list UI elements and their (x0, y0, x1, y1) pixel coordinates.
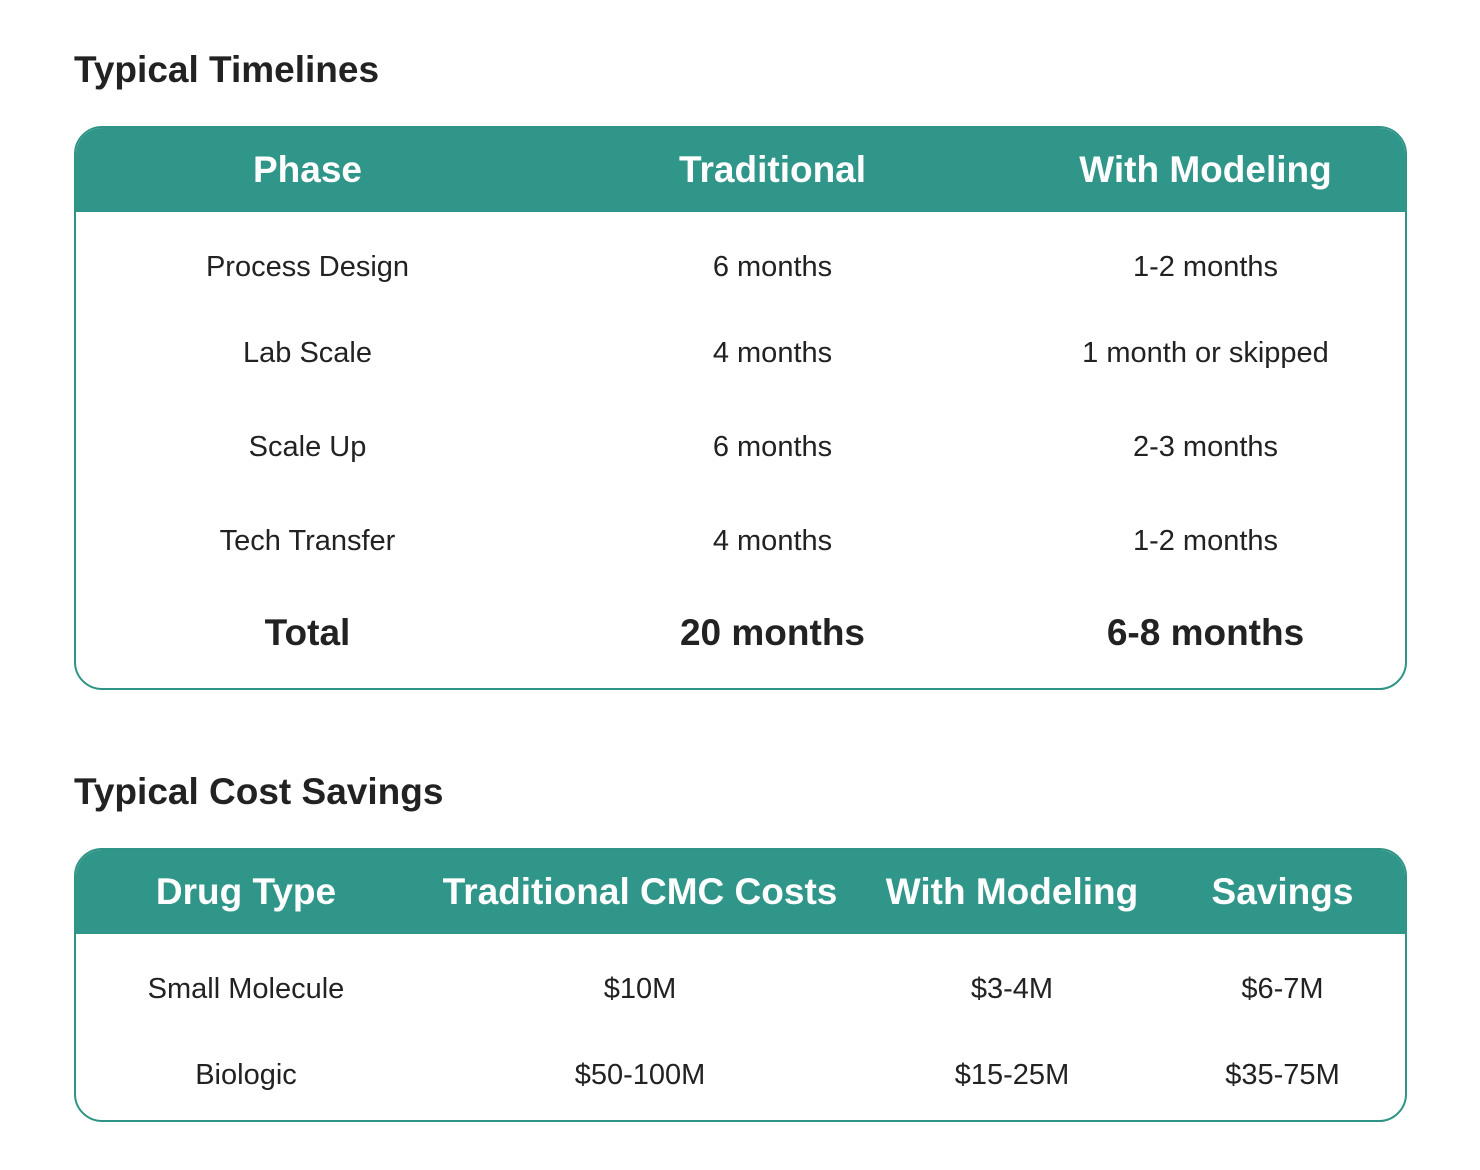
cost-savings-table: Drug Type Traditional CMC Costs With Mod… (76, 850, 1405, 1120)
column-header-drug-type: Drug Type (155, 871, 337, 912)
cost-savings-table-card: Drug Type Traditional CMC Costs With Mod… (74, 848, 1407, 1122)
column-header-phase: Phase (252, 149, 362, 190)
traditional-cost-cell: $10M (603, 972, 677, 1005)
traditional-cost-cell: $50-100M (574, 1058, 706, 1091)
column-header-traditional-cmc-costs: Traditional CMC Costs (442, 871, 838, 912)
drug-type-cell: Small Molecule (147, 972, 345, 1005)
table-row: Lab Scale 4 months 1 month or skipped (76, 306, 1405, 400)
with-modeling-cell: 2-3 months (1132, 430, 1279, 463)
total-row: Total 20 months 6-8 months (76, 588, 1405, 688)
column-header-with-modeling: With Modeling (1079, 149, 1332, 190)
with-modeling-cell: 1 month or skipped (1082, 336, 1329, 369)
phase-cell: Tech Transfer (219, 524, 396, 557)
timelines-title: Typical Timelines (74, 49, 380, 90)
traditional-cell: 4 months (712, 336, 833, 369)
phase-cell: Scale Up (248, 430, 367, 463)
column-header-traditional: Traditional (678, 149, 867, 190)
cost-savings-title: Typical Cost Savings (74, 771, 444, 812)
column-header-savings: Savings (1211, 871, 1354, 912)
table-row: Small Molecule $10M $3-4M $6-7M (76, 934, 1405, 1028)
with-modeling-cell: 1-2 months (1132, 524, 1279, 557)
total-traditional-cell: 20 months (679, 612, 866, 653)
traditional-cell: 6 months (712, 250, 833, 283)
timelines-table: Phase Traditional With Modeling Process … (76, 128, 1405, 688)
traditional-cell: 4 months (712, 524, 833, 557)
phase-cell: Process Design (205, 250, 410, 283)
timelines-table-card: Phase Traditional With Modeling Process … (74, 126, 1407, 690)
with-modeling-cell: 1-2 months (1132, 250, 1279, 283)
with-modeling-cost-cell: $3-4M (970, 972, 1054, 1005)
savings-cell: $6-7M (1241, 972, 1324, 1005)
with-modeling-cost-cell: $15-25M (954, 1058, 1070, 1091)
total-with-modeling-cell: 6-8 months (1106, 612, 1305, 653)
traditional-cell: 6 months (712, 430, 833, 463)
table-header-row: Phase Traditional With Modeling (76, 128, 1405, 212)
table-header-row: Drug Type Traditional CMC Costs With Mod… (76, 850, 1405, 934)
table-row: Biologic $50-100M $15-25M $35-75M (76, 1028, 1405, 1120)
table-row: Tech Transfer 4 months 1-2 months (76, 494, 1405, 588)
table-row: Process Design 6 months 1-2 months (76, 212, 1405, 306)
column-header-with-modeling: With Modeling (885, 871, 1139, 912)
table-row: Scale Up 6 months 2-3 months (76, 400, 1405, 494)
total-label-cell: Total (264, 612, 351, 653)
phase-cell: Lab Scale (243, 336, 372, 369)
drug-type-cell: Biologic (195, 1058, 297, 1091)
savings-cell: $35-75M (1225, 1058, 1340, 1091)
